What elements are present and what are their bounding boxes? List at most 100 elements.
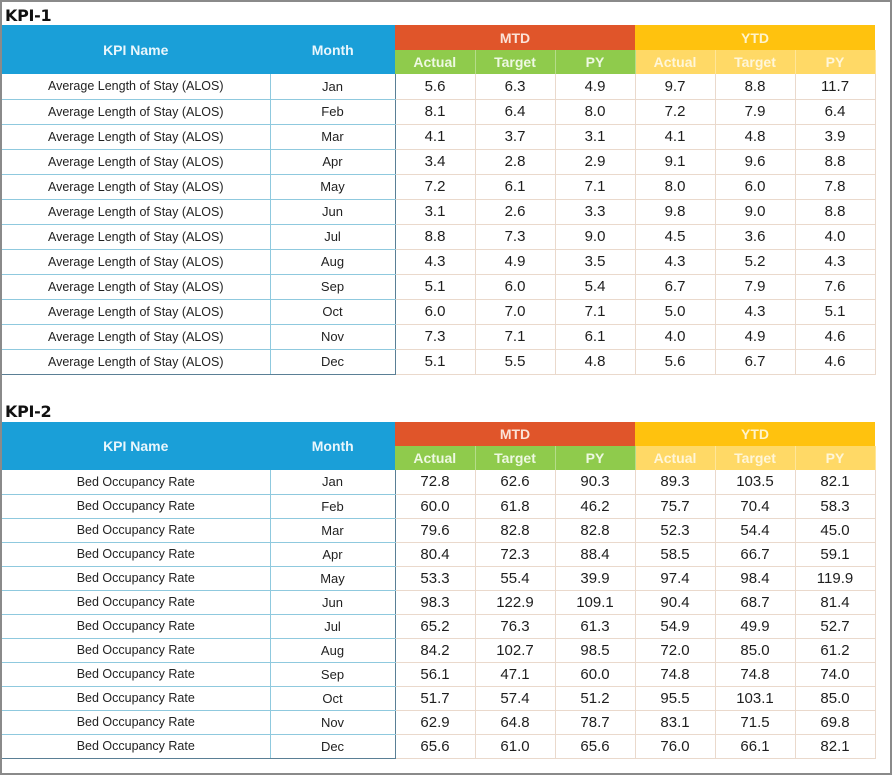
mtd-py-cell[interactable]: 65.6 (555, 734, 636, 759)
ytd-py-cell[interactable]: 69.8 (795, 710, 876, 735)
month-cell[interactable]: Jul (270, 614, 396, 639)
mtd-actual-cell[interactable]: 8.8 (395, 224, 476, 250)
mtd-actual-cell[interactable]: 3.1 (395, 199, 476, 225)
ytd-target-cell[interactable]: 70.4 (715, 494, 796, 519)
mtd-py-cell[interactable]: 2.9 (555, 149, 636, 175)
ytd-py-cell[interactable]: 4.6 (795, 324, 876, 350)
ytd-target-cell[interactable]: 4.8 (715, 124, 796, 150)
mtd-py-cell[interactable]: 60.0 (555, 662, 636, 687)
ytd-py-cell[interactable]: 4.3 (795, 249, 876, 275)
ytd-actual-cell[interactable]: 58.5 (635, 542, 716, 567)
ytd-target-cell[interactable]: 103.1 (715, 686, 796, 711)
ytd-target-cell[interactable]: 7.9 (715, 99, 796, 125)
kpi-name-cell[interactable]: Bed Occupancy Rate (2, 686, 271, 711)
mtd-actual-cell[interactable]: 72.8 (395, 470, 476, 495)
ytd-target-cell[interactable]: 54.4 (715, 518, 796, 543)
ytd-target-cell[interactable]: 3.6 (715, 224, 796, 250)
ytd-target-cell[interactable]: 66.1 (715, 734, 796, 759)
ytd-py-cell[interactable]: 3.9 (795, 124, 876, 150)
mtd-py-cell[interactable]: 9.0 (555, 224, 636, 250)
month-cell[interactable]: Feb (270, 494, 396, 519)
kpi-name-cell[interactable]: Bed Occupancy Rate (2, 710, 271, 735)
month-cell[interactable]: Nov (270, 710, 396, 735)
ytd-actual-cell[interactable]: 52.3 (635, 518, 716, 543)
mtd-py-cell[interactable]: 88.4 (555, 542, 636, 567)
ytd-actual-cell[interactable]: 97.4 (635, 566, 716, 591)
mtd-target-cell[interactable]: 61.0 (475, 734, 556, 759)
mtd-py-cell[interactable]: 3.1 (555, 124, 636, 150)
ytd-target-cell[interactable]: 5.2 (715, 249, 796, 275)
month-cell[interactable]: Aug (270, 249, 396, 275)
ytd-target-cell[interactable]: 71.5 (715, 710, 796, 735)
kpi-name-cell[interactable]: Bed Occupancy Rate (2, 566, 271, 591)
month-cell[interactable]: Jan (270, 470, 396, 495)
month-cell[interactable]: Mar (270, 518, 396, 543)
mtd-py-cell[interactable]: 90.3 (555, 470, 636, 495)
ytd-py-cell[interactable]: 11.7 (795, 74, 876, 100)
ytd-py-cell[interactable]: 5.1 (795, 299, 876, 325)
ytd-actual-cell[interactable]: 4.1 (635, 124, 716, 150)
month-cell[interactable]: Mar (270, 124, 396, 150)
kpi-name-cell[interactable]: Average Length of Stay (ALOS) (2, 224, 271, 250)
mtd-actual-cell[interactable]: 7.2 (395, 174, 476, 200)
ytd-py-cell[interactable]: 7.6 (795, 274, 876, 300)
ytd-py-cell[interactable]: 81.4 (795, 590, 876, 615)
mtd-py-cell[interactable]: 46.2 (555, 494, 636, 519)
ytd-py-cell[interactable]: 4.0 (795, 224, 876, 250)
ytd-target-cell[interactable]: 4.3 (715, 299, 796, 325)
kpi-name-cell[interactable]: Average Length of Stay (ALOS) (2, 99, 271, 125)
mtd-py-cell[interactable]: 7.1 (555, 299, 636, 325)
ytd-actual-cell[interactable]: 54.9 (635, 614, 716, 639)
ytd-target-cell[interactable]: 9.0 (715, 199, 796, 225)
mtd-actual-cell[interactable]: 84.2 (395, 638, 476, 663)
ytd-target-cell[interactable]: 6.7 (715, 349, 796, 375)
ytd-target-cell[interactable]: 85.0 (715, 638, 796, 663)
mtd-actual-cell[interactable]: 56.1 (395, 662, 476, 687)
kpi-name-cell[interactable]: Average Length of Stay (ALOS) (2, 299, 271, 325)
month-cell[interactable]: Oct (270, 686, 396, 711)
mtd-py-cell[interactable]: 82.8 (555, 518, 636, 543)
mtd-py-cell[interactable]: 61.3 (555, 614, 636, 639)
mtd-py-cell[interactable]: 3.3 (555, 199, 636, 225)
ytd-actual-cell[interactable]: 89.3 (635, 470, 716, 495)
month-cell[interactable]: Jun (270, 590, 396, 615)
kpi-name-cell[interactable]: Bed Occupancy Rate (2, 614, 271, 639)
mtd-actual-cell[interactable]: 4.1 (395, 124, 476, 150)
month-cell[interactable]: Nov (270, 324, 396, 350)
ytd-actual-cell[interactable]: 6.7 (635, 274, 716, 300)
kpi-name-cell[interactable]: Average Length of Stay (ALOS) (2, 349, 271, 375)
ytd-py-cell[interactable]: 45.0 (795, 518, 876, 543)
month-cell[interactable]: Sep (270, 274, 396, 300)
mtd-actual-cell[interactable]: 3.4 (395, 149, 476, 175)
mtd-actual-cell[interactable]: 98.3 (395, 590, 476, 615)
month-cell[interactable]: Feb (270, 99, 396, 125)
mtd-py-cell[interactable]: 5.4 (555, 274, 636, 300)
ytd-target-cell[interactable]: 4.9 (715, 324, 796, 350)
mtd-py-cell[interactable]: 109.1 (555, 590, 636, 615)
mtd-target-cell[interactable]: 6.1 (475, 174, 556, 200)
month-cell[interactable]: Dec (270, 349, 396, 375)
mtd-actual-cell[interactable]: 8.1 (395, 99, 476, 125)
mtd-actual-cell[interactable]: 5.1 (395, 274, 476, 300)
ytd-actual-cell[interactable]: 83.1 (635, 710, 716, 735)
mtd-actual-cell[interactable]: 5.1 (395, 349, 476, 375)
kpi-name-cell[interactable]: Bed Occupancy Rate (2, 734, 271, 759)
kpi-name-cell[interactable]: Average Length of Stay (ALOS) (2, 324, 271, 350)
ytd-actual-cell[interactable]: 9.7 (635, 74, 716, 100)
mtd-py-cell[interactable]: 98.5 (555, 638, 636, 663)
ytd-py-cell[interactable]: 4.6 (795, 349, 876, 375)
mtd-target-cell[interactable]: 3.7 (475, 124, 556, 150)
ytd-target-cell[interactable]: 66.7 (715, 542, 796, 567)
month-cell[interactable]: Aug (270, 638, 396, 663)
mtd-py-cell[interactable]: 78.7 (555, 710, 636, 735)
mtd-py-cell[interactable]: 3.5 (555, 249, 636, 275)
ytd-actual-cell[interactable]: 95.5 (635, 686, 716, 711)
ytd-actual-cell[interactable]: 9.8 (635, 199, 716, 225)
mtd-target-cell[interactable]: 7.1 (475, 324, 556, 350)
ytd-actual-cell[interactable]: 7.2 (635, 99, 716, 125)
ytd-target-cell[interactable]: 103.5 (715, 470, 796, 495)
ytd-target-cell[interactable]: 74.8 (715, 662, 796, 687)
ytd-actual-cell[interactable]: 5.6 (635, 349, 716, 375)
kpi-name-cell[interactable]: Average Length of Stay (ALOS) (2, 124, 271, 150)
ytd-target-cell[interactable]: 68.7 (715, 590, 796, 615)
